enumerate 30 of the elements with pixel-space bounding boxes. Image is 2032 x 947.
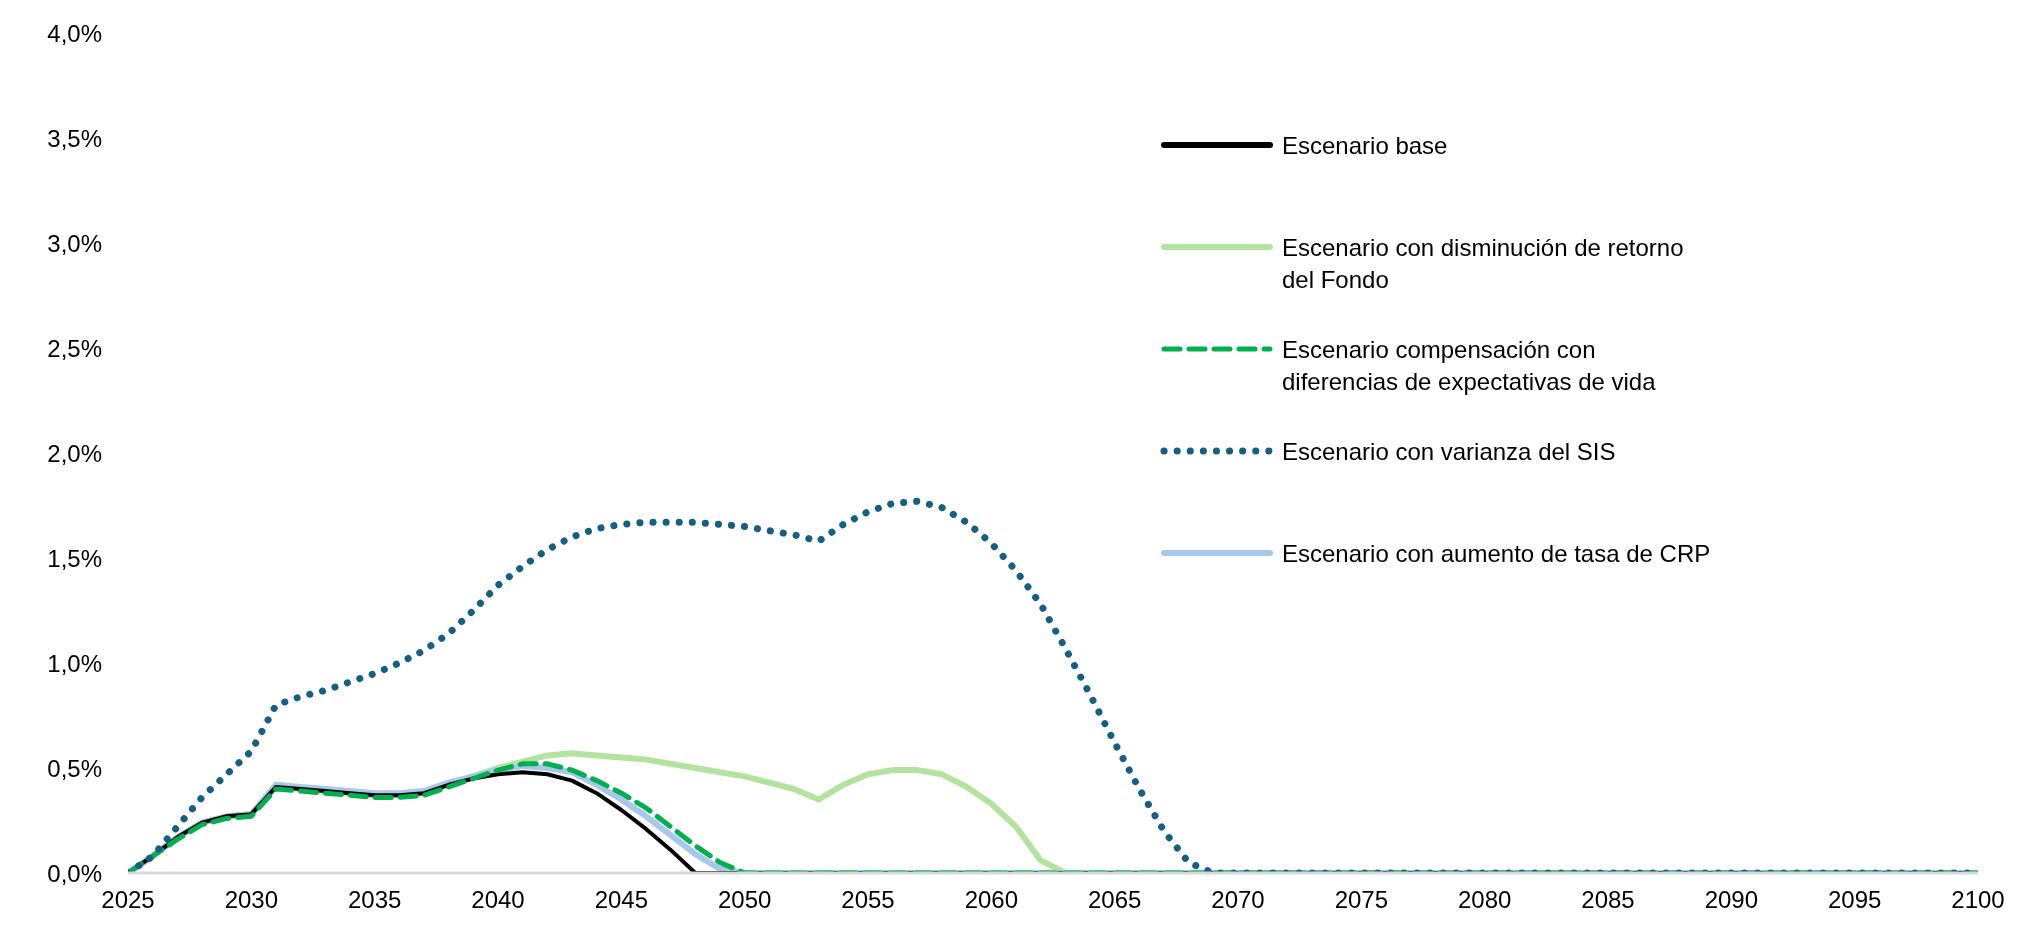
x-tick-label: 2035 xyxy=(347,886,402,914)
legend-label: Escenario base xyxy=(1282,131,1448,161)
y-tick-label: 2,5% xyxy=(47,334,102,362)
y-tick-label: 1,5% xyxy=(47,544,102,572)
legend-label: Escenario con varianza del SIS xyxy=(1282,437,1616,467)
x-tick-label: 2050 xyxy=(717,886,772,914)
x-tick-label: 2030 xyxy=(224,886,279,914)
x-tick-label: 2060 xyxy=(964,886,1019,914)
x-tick-label: 2040 xyxy=(471,886,525,914)
legend-label: Escenario compensación con diferencias de expectativas de vida xyxy=(1282,335,1657,397)
x-tick-label: 2095 xyxy=(1827,886,1882,914)
x-tick-label: 2055 xyxy=(841,886,895,914)
x-tick-label: 2065 xyxy=(1087,886,1142,914)
y-tick-label: 3,5% xyxy=(47,124,102,152)
y-tick-label: 3,0% xyxy=(47,229,102,257)
y-tick-label: 2,0% xyxy=(47,439,102,467)
y-tick-label: 1,0% xyxy=(47,649,102,677)
x-tick-label: 2080 xyxy=(1457,886,1512,914)
y-tick-label: 0,5% xyxy=(47,754,102,782)
legend-label: Escenario con disminución de retorno del Fondo xyxy=(1282,233,1685,295)
x-tick-label: 2070 xyxy=(1211,886,1265,914)
x-tick-label: 2090 xyxy=(1704,886,1759,914)
x-tick-label: 2025 xyxy=(101,886,155,914)
legend-label: Escenario con aumento de tasa de CRP xyxy=(1282,539,1711,569)
x-tick-label: 2085 xyxy=(1581,886,1635,914)
x-tick-label: 2045 xyxy=(594,886,649,914)
x-tick-label: 2075 xyxy=(1334,886,1389,914)
y-tick-label: 4,0% xyxy=(47,19,102,47)
y-tick-label: 0,0% xyxy=(47,859,102,887)
x-tick-label: 2100 xyxy=(1951,886,2005,914)
